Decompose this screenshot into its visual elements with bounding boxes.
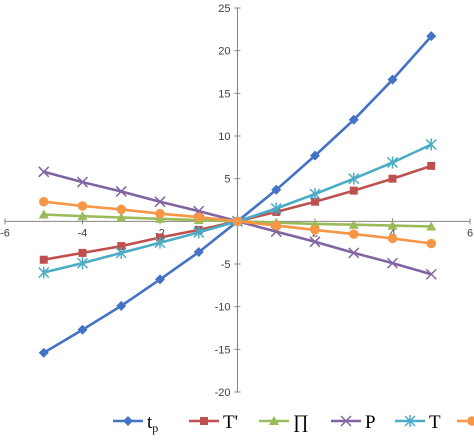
y-tick-label: 20 (218, 46, 230, 58)
y-tick-label: -5 (221, 259, 231, 271)
data-point (387, 74, 398, 85)
data-point (386, 156, 399, 169)
data-point (155, 208, 165, 219)
series-6 (39, 196, 436, 249)
x-tick-label: -2 (155, 227, 165, 239)
data-point (232, 216, 243, 227)
data-point (271, 220, 281, 231)
data-point (348, 114, 359, 125)
legend-label: T (429, 412, 441, 433)
series-layer (38, 31, 437, 358)
data-point (77, 324, 88, 335)
data-point (349, 229, 359, 239)
data-point (77, 201, 88, 211)
data-point (425, 268, 437, 280)
data-point (348, 247, 360, 259)
data-point (77, 211, 88, 221)
legend-item-5: T (395, 412, 441, 433)
data-point (194, 212, 204, 222)
data-point (388, 174, 397, 183)
y-tick-label: -20 (215, 387, 231, 399)
data-point (348, 219, 359, 229)
data-point (404, 415, 416, 427)
data-point (116, 300, 127, 311)
data-point (271, 184, 282, 195)
data-point (310, 150, 320, 161)
legend-item-2: T' (189, 412, 238, 433)
legend: tp T' ∏ P Ttω (113, 412, 474, 435)
data-point (426, 31, 437, 42)
data-point (348, 172, 360, 185)
data-point (310, 218, 320, 228)
data-point (349, 186, 358, 195)
legend-label: ∏ (293, 412, 309, 433)
data-point (39, 196, 49, 207)
data-point (38, 209, 49, 219)
legend-item-4: P (331, 412, 376, 433)
data-point (78, 248, 87, 257)
legend-label: P (365, 412, 376, 433)
y-tick-label: -15 (215, 344, 231, 356)
y-tick-label: 10 (218, 131, 230, 143)
y-tick-label: 25 (218, 3, 230, 15)
data-point (425, 138, 437, 151)
data-point (154, 196, 166, 208)
data-point (76, 257, 89, 270)
y-tick-label: 15 (218, 88, 230, 100)
data-point (311, 197, 319, 206)
legend-label: tp (147, 412, 158, 435)
legend-item-1: tp (113, 412, 158, 435)
data-point (116, 212, 127, 222)
y-tick-label: 5 (224, 174, 230, 186)
data-point (387, 220, 398, 230)
data-point (467, 416, 474, 426)
data-point (154, 236, 166, 249)
data-point (123, 416, 133, 426)
x-tick-label: 6 (467, 227, 473, 239)
data-point (155, 274, 165, 285)
data-point (38, 166, 50, 178)
data-point (270, 202, 282, 215)
data-point (116, 204, 126, 215)
legend-label: T' (223, 412, 238, 433)
x-tick-label: -4 (78, 227, 88, 239)
data-point (76, 176, 89, 188)
data-point (38, 266, 50, 279)
data-point (309, 236, 321, 248)
x-tick-label: -6 (0, 227, 10, 239)
legend-item-6: tω (457, 416, 474, 426)
data-point (115, 246, 127, 259)
y-tick-label: -10 (215, 302, 231, 314)
data-point (427, 161, 436, 170)
data-point (340, 415, 352, 427)
data-point (426, 238, 436, 249)
data-point (309, 188, 321, 201)
data-point (310, 225, 320, 235)
data-point (386, 257, 399, 269)
data-point (200, 417, 208, 425)
data-point (193, 226, 205, 239)
legend-item-3: ∏ (259, 412, 309, 433)
data-point (426, 221, 437, 231)
data-point (387, 233, 398, 244)
data-point (38, 347, 49, 358)
data-point (39, 255, 48, 264)
data-point (115, 185, 127, 197)
x-tick-label: 4 (389, 227, 395, 239)
data-point (193, 247, 204, 258)
data-point (117, 242, 126, 251)
data-point (269, 416, 279, 425)
